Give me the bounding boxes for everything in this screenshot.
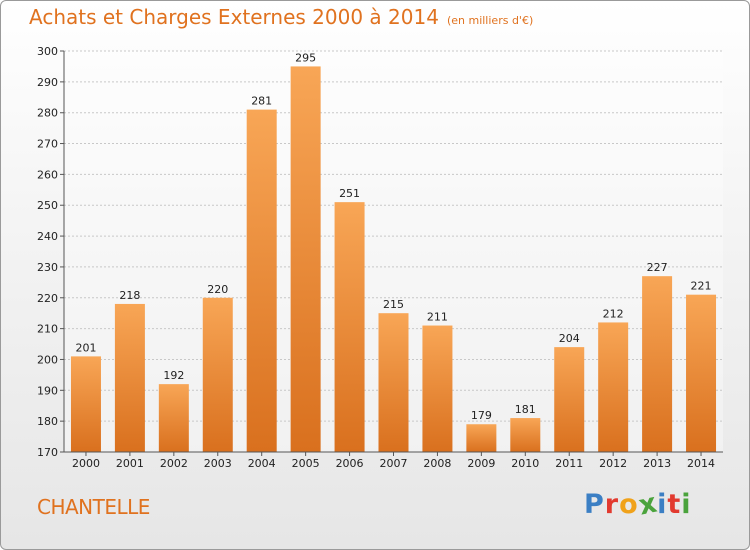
x-tick-label-2000: 2000 — [72, 457, 100, 470]
bar-2009 — [466, 424, 497, 452]
value-label-2004: 281 — [251, 95, 272, 108]
chart-unit: (en milliers d'€) — [446, 14, 534, 27]
value-label-2009: 179 — [471, 409, 492, 422]
y-tick-label: 210 — [37, 323, 58, 336]
chart-title-text: Achats et Charges Externes 2000 à 2014 — [29, 5, 439, 29]
y-tick-label: 300 — [37, 45, 58, 58]
bar-2007 — [378, 313, 409, 452]
y-tick-label: 230 — [37, 261, 58, 274]
logo-letter: t — [667, 489, 682, 520]
x-tick-label-2001: 2001 — [116, 457, 144, 470]
y-tick-label: 240 — [37, 230, 58, 243]
y-tick-label: 190 — [37, 384, 58, 397]
bar-2004 — [246, 109, 277, 452]
y-tick-label: 250 — [37, 199, 58, 212]
x-tick-label-2006: 2006 — [336, 457, 364, 470]
logo-letter: P — [584, 489, 605, 520]
bar-2005 — [290, 66, 321, 452]
bar-2011 — [554, 347, 585, 452]
y-tick-label: 290 — [37, 76, 58, 89]
value-label-2005: 295 — [295, 51, 316, 64]
x-tick-label-2011: 2011 — [555, 457, 583, 470]
bar-2010 — [510, 418, 541, 452]
town-name: CHANTELLE — [37, 495, 150, 519]
bar-2008 — [422, 325, 453, 452]
bar-2014 — [686, 294, 717, 452]
x-tick-label-2014: 2014 — [687, 457, 715, 470]
y-tick-label: 180 — [37, 415, 58, 428]
bar-2002 — [158, 384, 189, 452]
x-tick-label-2007: 2007 — [380, 457, 408, 470]
value-label-2010: 181 — [515, 403, 536, 416]
x-tick-label-2008: 2008 — [423, 457, 451, 470]
x-tick-label-2004: 2004 — [248, 457, 276, 470]
x-axis: 2000 2001 2002 2003 2004 2005 2006 2007 2008 2009… — [64, 451, 723, 470]
value-label-2011: 204 — [559, 332, 580, 345]
value-label-2014: 221 — [691, 280, 712, 293]
value-label-2003: 220 — [207, 283, 228, 296]
value-label-2006: 251 — [339, 187, 360, 200]
y-axis: 170 180 190 200 210 220 230 240 250 260 270 280 290 3… — [37, 45, 65, 459]
value-label-2002: 192 — [163, 369, 184, 382]
x-tick-label-2002: 2002 — [160, 457, 188, 470]
chart-title: Achats et Charges Externes 2000 à 2014 (e… — [29, 5, 533, 29]
bars: 201 218 192 220 281 295 251 215 211 179 181 204 212 2… — [70, 51, 717, 452]
x-tick-label-2009: 2009 — [467, 457, 495, 470]
y-tick-label: 220 — [37, 292, 58, 305]
value-label-2001: 218 — [119, 289, 140, 302]
logo-letter: o — [619, 489, 639, 520]
y-tick-label: 260 — [37, 168, 58, 181]
proxiti-logo: Proxiti — [584, 487, 692, 521]
y-tick-label: 200 — [37, 353, 58, 366]
bar-2013 — [642, 276, 673, 452]
value-label-2013: 227 — [647, 261, 668, 274]
bar-2012 — [598, 322, 629, 452]
logo-letter: i — [681, 489, 692, 520]
logo-letter: r — [604, 489, 620, 520]
bar-2000 — [70, 356, 101, 452]
x-tick-label-2012: 2012 — [599, 457, 627, 470]
bar-2003 — [202, 297, 233, 452]
value-label-2007: 215 — [383, 298, 404, 311]
value-label-2012: 212 — [603, 307, 624, 320]
bar-2001 — [114, 303, 145, 452]
y-tick-label: 170 — [37, 446, 58, 459]
logo-letter: i — [657, 489, 668, 520]
x-tick-label-2013: 2013 — [643, 457, 671, 470]
y-tick-label: 270 — [37, 138, 58, 151]
x-tick-label-2010: 2010 — [511, 457, 539, 470]
value-label-2008: 211 — [427, 311, 448, 324]
y-tick-label: 280 — [37, 107, 58, 120]
bar-2006 — [334, 202, 365, 452]
x-tick-label-2005: 2005 — [292, 457, 320, 470]
x-tick-label-2003: 2003 — [204, 457, 232, 470]
value-label-2000: 201 — [75, 341, 96, 354]
